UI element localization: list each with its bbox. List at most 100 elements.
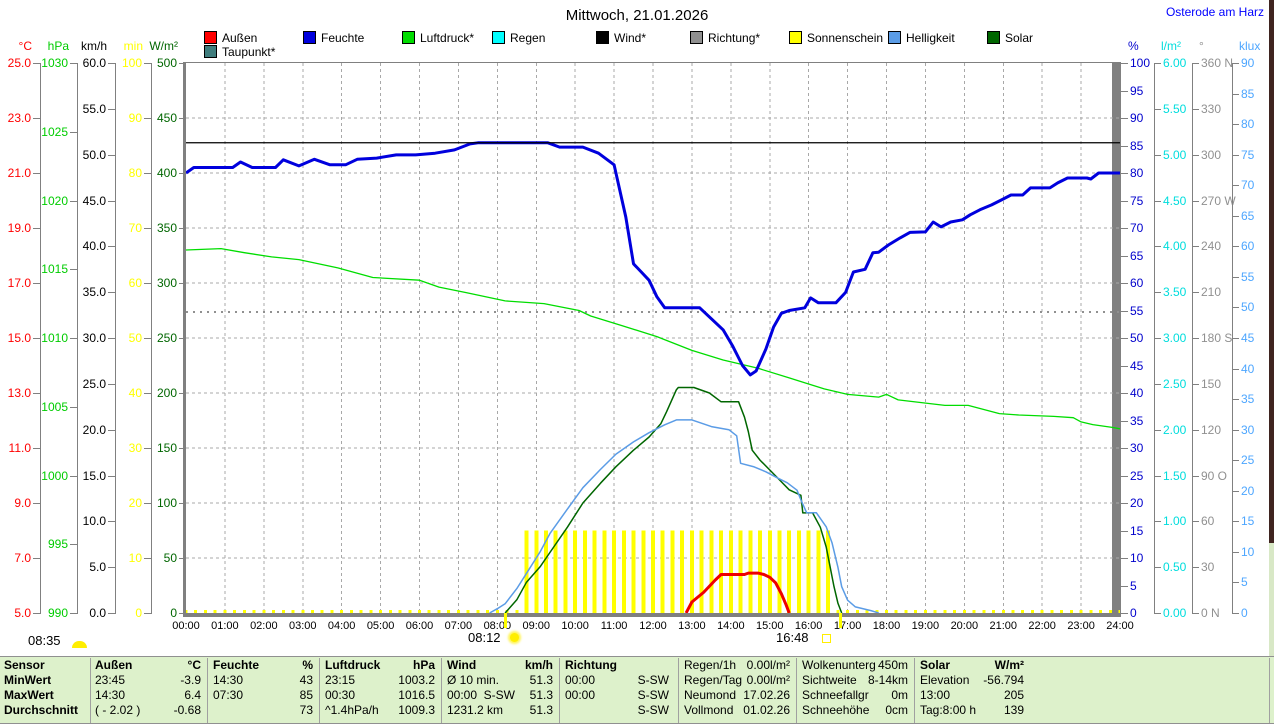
chart-canvas: [184, 63, 1122, 614]
axis-tick: [1121, 475, 1128, 477]
axis-tick: [1154, 383, 1161, 385]
axis-tick-label: 270 W: [1201, 193, 1236, 208]
legend-swatch: [204, 45, 217, 58]
axis-tick: [1192, 383, 1199, 385]
axis-tick-label: 20.0: [82, 422, 106, 437]
axis-tick-label: 100: [156, 496, 177, 510]
axis-tick: [1192, 613, 1199, 614]
axis-tick-label: 40: [1130, 386, 1144, 400]
axis-tick-label: 330: [1201, 101, 1222, 116]
axis-tick: [108, 383, 115, 385]
legend-label: Helligkeit: [906, 31, 955, 45]
axis-tick-label: 0: [170, 606, 177, 620]
axis-tick-label: 1.50: [1163, 468, 1187, 483]
table-cell: 43: [299, 673, 313, 687]
table-cell: ( - 2.02 ): [95, 703, 141, 717]
table-cell: 00:00: [565, 673, 596, 687]
axis-tick: [1192, 567, 1199, 569]
axis-tick-label: 1000: [41, 468, 68, 483]
axis-tick-label: 1.00: [1163, 514, 1187, 529]
x-axis-label: 12:00: [639, 620, 667, 632]
table-cell: 07:30: [213, 688, 244, 702]
axis-tick: [108, 521, 115, 523]
axis-tick-label: 60: [128, 276, 142, 290]
table-cell: Wolkenunterg: [802, 658, 876, 672]
axis-tick: [70, 200, 77, 202]
axis-tick: [1232, 276, 1239, 278]
axis-tick: [33, 118, 40, 119]
table-cell: 139: [1003, 703, 1024, 717]
legend-item: Regen: [492, 31, 545, 45]
axis-tick: [1154, 200, 1161, 202]
axis-tick: [108, 338, 115, 339]
axis-tick-label: 30: [1241, 422, 1255, 437]
axis-tick: [1154, 246, 1161, 248]
table-cell: 0m: [891, 688, 908, 702]
table-cell: 73: [299, 703, 313, 717]
axis-tick: [1192, 292, 1199, 294]
table-cell: -3.9: [180, 673, 201, 687]
axis-tick-label: 75: [1241, 147, 1255, 162]
axis-tick-label: 21.0: [7, 166, 31, 180]
axis-tick: [1232, 124, 1239, 126]
axis-tick: [144, 338, 151, 339]
axis-tick: [70, 269, 77, 271]
axis-tick: [1154, 108, 1161, 110]
table-cell: 23:15: [325, 673, 356, 687]
axis-unit-degrees: °: [1199, 39, 1204, 53]
legend-item: Feuchte: [303, 31, 364, 45]
axis-tick: [1121, 338, 1128, 339]
legend-item: Helligkeit: [888, 31, 955, 45]
table-separator: [441, 658, 442, 723]
axis-tick-label: 70: [1130, 221, 1144, 235]
table-cell: Schneefallgr: [802, 688, 869, 702]
axis-tick-label: 6.00: [1163, 56, 1187, 70]
axis-tick: [1232, 154, 1239, 156]
table-cell: 14:30: [95, 688, 126, 702]
axis-tick: [1154, 429, 1161, 431]
axis-tick-label: 45: [1241, 331, 1255, 345]
axis-tick-label: 80: [128, 166, 142, 180]
table-cell: W/m²: [994, 658, 1024, 672]
table-cell: ^1.4hPa/h: [325, 703, 379, 717]
axis-tick: [1121, 530, 1128, 532]
axis-tick: [1232, 613, 1239, 614]
axis-tick: [108, 108, 115, 110]
axis-tick-label: 11.0: [8, 441, 31, 455]
axis-line-minutes: [151, 63, 152, 614]
axis-tick-label: 300: [1201, 147, 1222, 162]
axis-tick-label: 5: [1241, 575, 1248, 590]
x-axis-label: 24:00: [1106, 620, 1134, 632]
axis-tick-label: 150: [156, 441, 177, 455]
axis-tick-label: 180 S: [1201, 331, 1233, 345]
axis-tick-label: 90: [1130, 111, 1144, 125]
page-title: Mittwoch, 21.01.2026: [565, 7, 709, 24]
axis-tick-label: 85: [1241, 86, 1255, 101]
axis-tick-label: 30: [1130, 441, 1144, 455]
table-cell: Sichtweite: [802, 673, 857, 687]
axis-tick: [144, 503, 151, 504]
axis-tick: [1121, 558, 1128, 559]
axis-tick: [1232, 399, 1239, 401]
axis-tick-label: 65: [1241, 208, 1255, 223]
plot-area: [184, 63, 1122, 614]
axis-tick-label: 3.50: [1163, 285, 1187, 300]
table-cell: S-SW: [637, 703, 669, 717]
table-separator: [1269, 658, 1270, 723]
sunshine-bars: [524, 530, 831, 613]
axis-tick: [1121, 283, 1128, 284]
axis-tick: [33, 448, 40, 449]
axis-tick-label: 10.0: [82, 514, 106, 529]
axis-tick: [144, 558, 151, 559]
axis-tick: [1121, 420, 1128, 422]
axis-unit-minutes: min: [123, 39, 143, 53]
x-axis-label: 11:00: [600, 620, 628, 632]
axis-tick-label: 990: [47, 606, 68, 620]
axis-tick-label: 450: [156, 111, 177, 125]
legend-label: Wind*: [614, 31, 647, 45]
axis-tick-label: 1010: [41, 331, 68, 345]
axis-tick-label: 90: [1241, 56, 1255, 70]
table-separator: [90, 658, 91, 723]
axis-tick: [1121, 145, 1128, 147]
sunrise-time-label: 08:12: [468, 630, 501, 645]
